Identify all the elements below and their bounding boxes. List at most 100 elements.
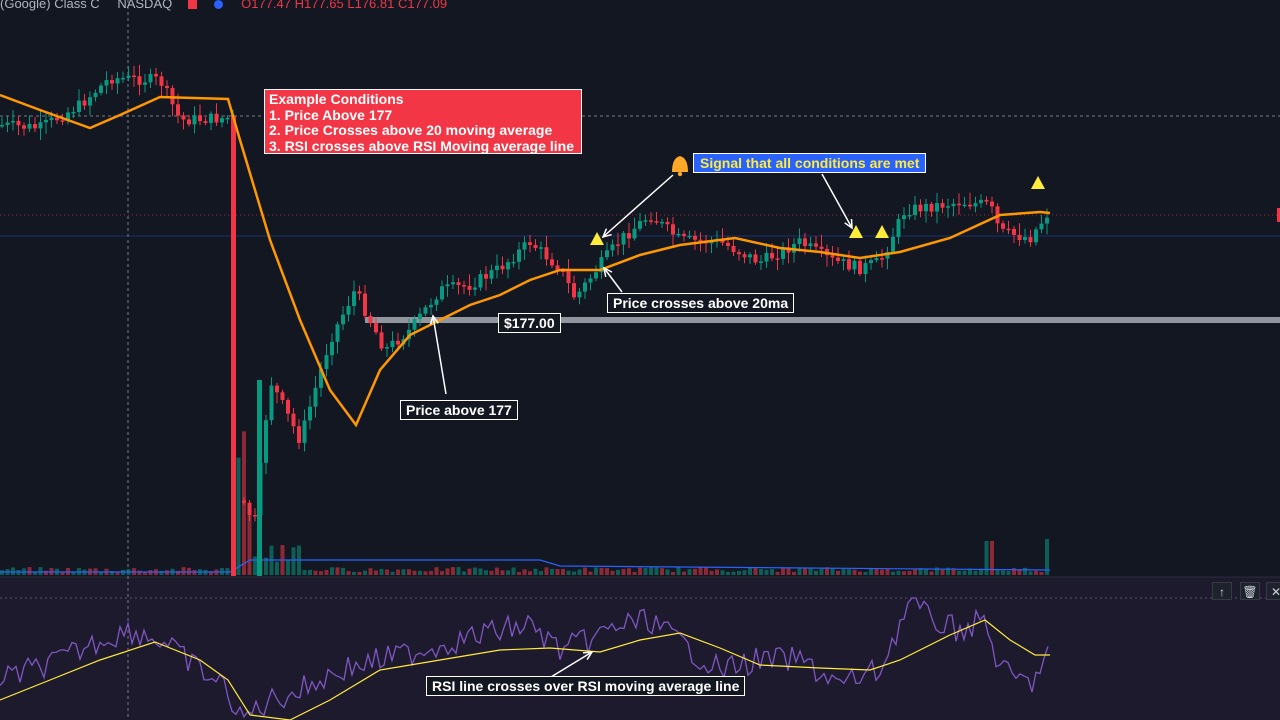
- candle-body: [214, 113, 219, 123]
- volume-bar: [715, 569, 719, 575]
- candle-body: [951, 203, 956, 207]
- volume-bar: [984, 541, 989, 575]
- candle-body: [709, 241, 714, 244]
- candle-body: [440, 286, 444, 300]
- volume-bar: [852, 569, 857, 575]
- condition-3: 3. RSI crosses above RSI Moving average …: [269, 137, 575, 154]
- candle-body: [764, 252, 769, 262]
- candle-body: [869, 260, 873, 264]
- volume-bar: [1045, 539, 1049, 575]
- candle-body: [539, 247, 543, 249]
- volume-bar: [412, 570, 417, 575]
- candle-body: [962, 204, 967, 207]
- candle-body: [583, 282, 587, 292]
- delete-pane-button[interactable]: 🗑: [1240, 582, 1260, 600]
- candle-body: [16, 120, 21, 126]
- close-pane-button[interactable]: ✕: [1266, 582, 1280, 600]
- volume-bar: [808, 567, 813, 575]
- volume-bar: [0, 570, 4, 575]
- candle-body: [511, 261, 516, 264]
- volume-bar: [11, 567, 15, 575]
- volume-bar: [918, 567, 923, 575]
- volume-bar: [115, 571, 120, 575]
- volume-ma-line: [0, 559, 1051, 573]
- candle-body: [456, 282, 461, 286]
- candle-body: [891, 236, 895, 252]
- price-above-label: Price above 177: [400, 400, 518, 420]
- volume-bar: [726, 571, 730, 575]
- volume-bar: [594, 567, 598, 575]
- rsi-moving-average-line: [0, 619, 1050, 720]
- volume-bar: [302, 569, 307, 575]
- rsi-cross-label: RSI line crosses over RSI moving average…: [426, 676, 746, 696]
- volume-bar: [467, 568, 472, 575]
- volume-bar: [577, 569, 582, 575]
- move-pane-up-button[interactable]: ↑: [1212, 582, 1232, 600]
- candle-body: [858, 260, 862, 274]
- candle-body: [385, 347, 389, 349]
- volume-bar: [638, 567, 642, 575]
- candle-body: [253, 515, 257, 517]
- candle-body: [649, 220, 653, 222]
- candle-body: [93, 92, 98, 98]
- volume-bar: [830, 568, 835, 575]
- annotation-arrows: [429, 156, 1045, 678]
- candle-body: [506, 262, 510, 270]
- candle-body: [594, 272, 598, 279]
- volume-bar: [588, 571, 593, 575]
- ma-cross-arrow-head: [602, 266, 613, 277]
- candle-body: [66, 112, 70, 121]
- volume-bar: [891, 571, 895, 575]
- candle-body: [726, 242, 730, 246]
- candle-body: [33, 124, 37, 129]
- candle-body: [632, 228, 637, 239]
- candlesticks: [0, 64, 1049, 576]
- volume-bar: [478, 568, 483, 575]
- volume-bar: [731, 571, 736, 575]
- volume-bar: [429, 570, 433, 575]
- symbol-name[interactable]: (Google) Class C: [0, 0, 100, 11]
- volume-bar: [737, 570, 741, 575]
- volume-bar: [671, 571, 675, 575]
- volume-bar: [946, 567, 950, 575]
- signal-arrow-left: [602, 174, 674, 238]
- candle-body: [731, 245, 736, 253]
- volume-bar: [1017, 569, 1022, 575]
- candle-body: [968, 204, 972, 207]
- candle-body: [313, 387, 318, 407]
- volume-bar: [720, 570, 725, 575]
- volume-bar: [627, 568, 631, 575]
- candle-body: [462, 285, 466, 287]
- candle-body: [390, 340, 395, 348]
- signal-arrow-left-head: [601, 228, 612, 239]
- candle-body: [412, 319, 417, 330]
- volume-bar: [935, 567, 939, 575]
- volume-bar: [698, 567, 703, 575]
- candle-body: [500, 265, 505, 270]
- candle-body: [918, 204, 923, 212]
- candle-body: [797, 238, 802, 244]
- candle-body: [654, 221, 659, 223]
- candle-body: [588, 278, 593, 283]
- volume-bar: [165, 570, 169, 575]
- candle-body: [803, 238, 807, 247]
- candle-body: [165, 85, 169, 89]
- volume-bar: [704, 567, 708, 575]
- volume-bar: [913, 568, 917, 575]
- ohlc-values: O177.47 H177.65 L176.81 C177.09: [241, 0, 448, 11]
- candle-body: [286, 399, 290, 414]
- candle-body: [863, 263, 868, 274]
- volume-bar: [396, 569, 400, 575]
- volume-bar: [792, 571, 796, 575]
- candle-body: [979, 199, 983, 204]
- candle-body: [467, 285, 472, 290]
- volume-bar: [517, 571, 521, 575]
- volume-bar: [374, 570, 378, 575]
- volume-bar: [511, 567, 516, 575]
- large-drop-candle: [231, 116, 236, 576]
- candle-body: [363, 293, 367, 316]
- volume-bar: [71, 571, 76, 575]
- volume-bar: [522, 569, 527, 575]
